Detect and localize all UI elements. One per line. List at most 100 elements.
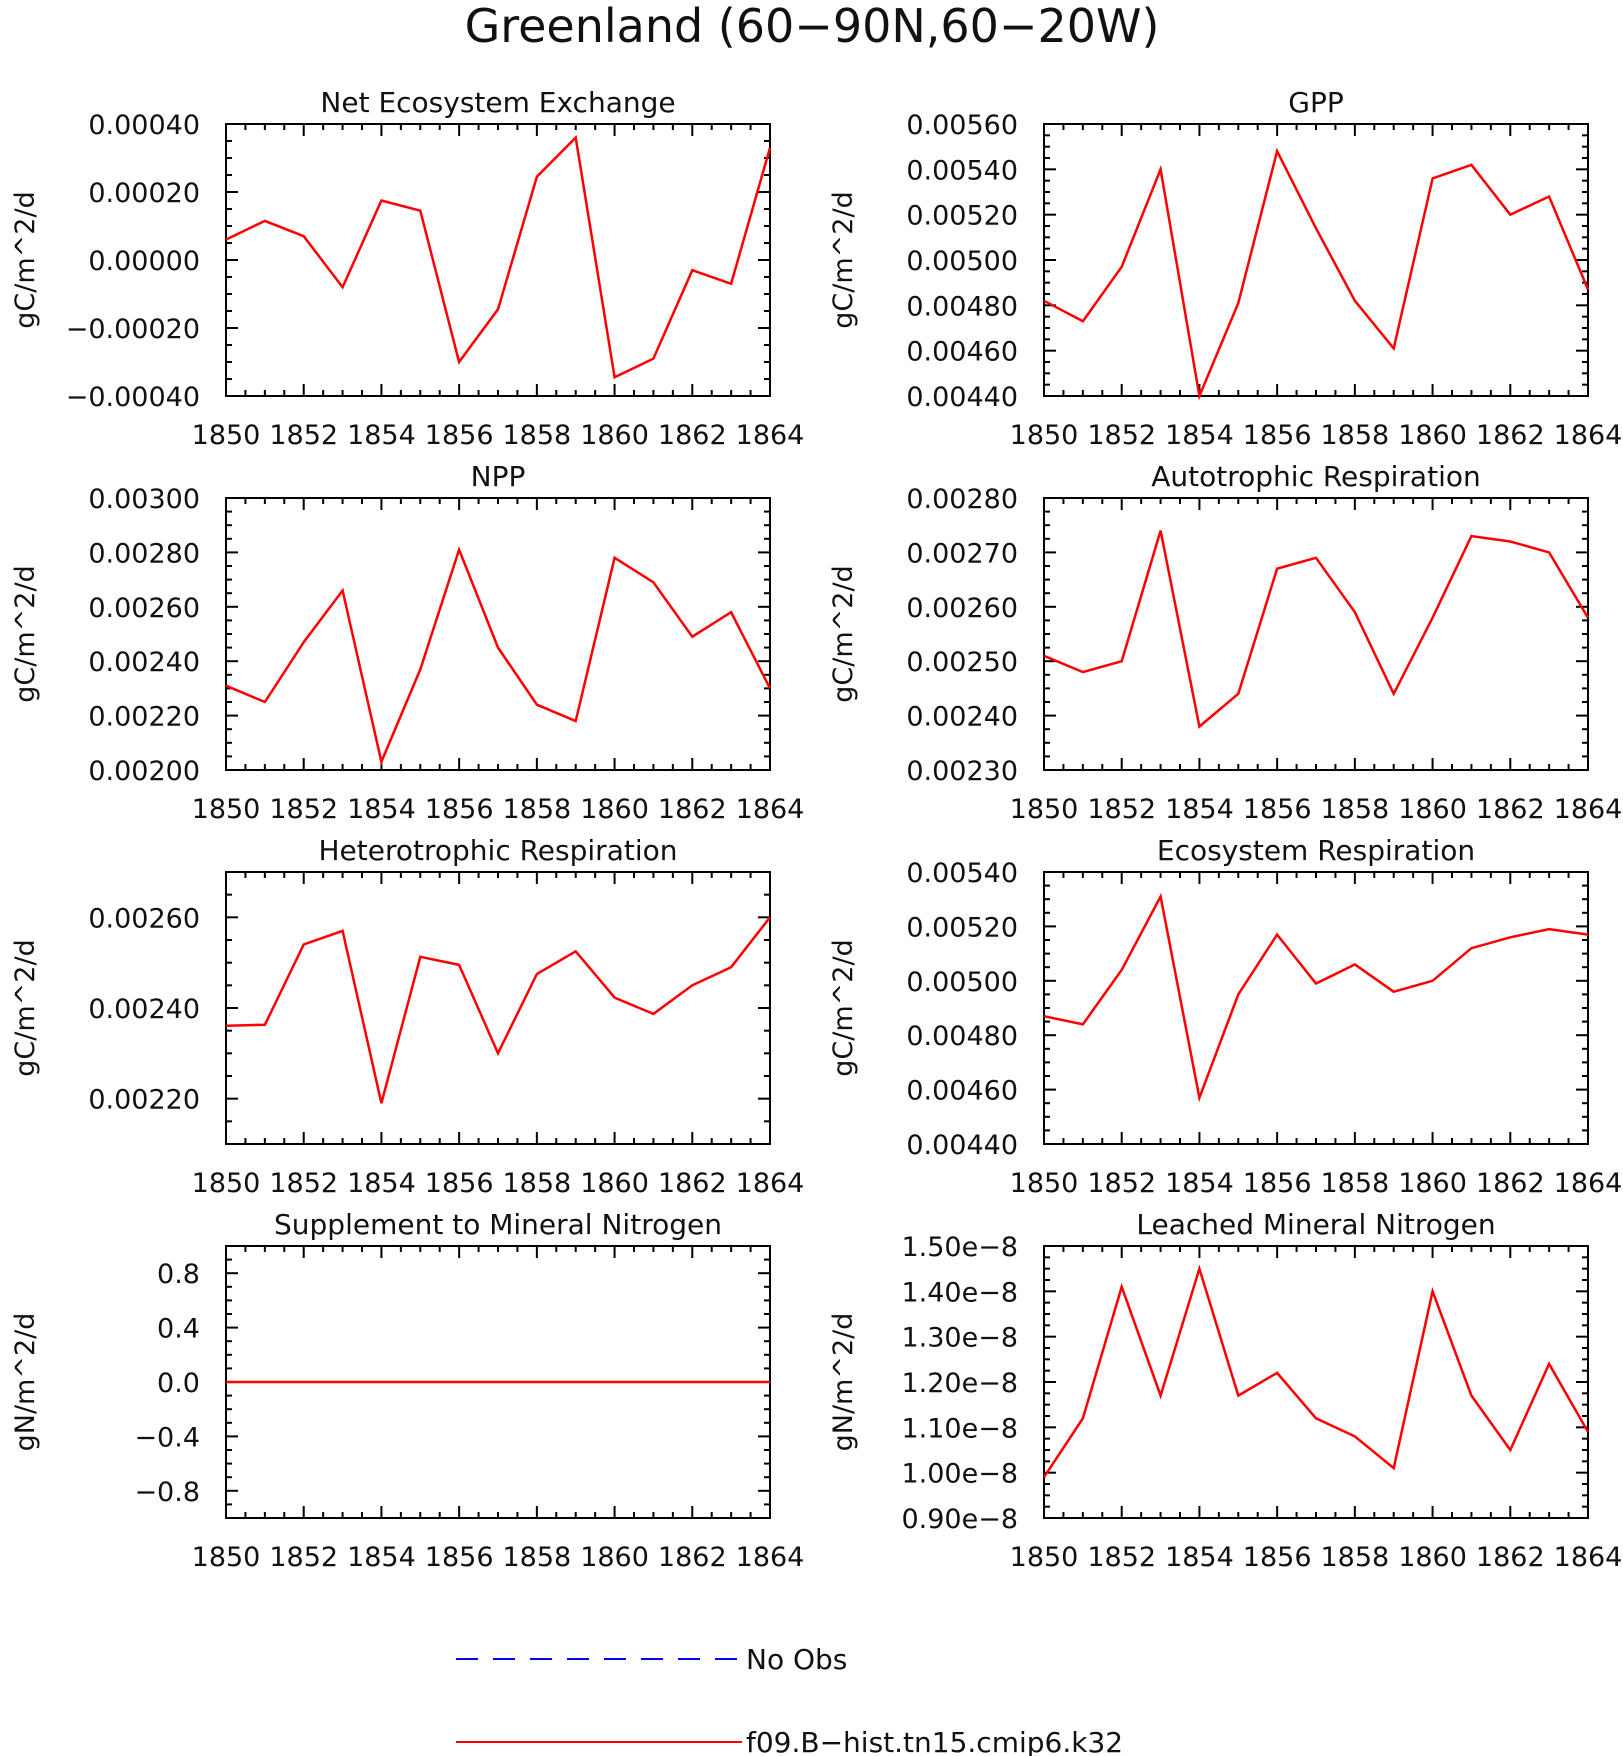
series-line	[1043, 892, 1589, 1103]
series-line	[225, 134, 772, 380]
x-tick-label: 1852	[269, 420, 338, 451]
x-tick-label: 1856	[1243, 1168, 1312, 1199]
y-tick-label: −0.8	[134, 1477, 200, 1508]
x-tick-label: 1862	[658, 420, 727, 451]
x-tick-label: 1864	[1554, 420, 1623, 451]
x-tick-label: 1860	[580, 1542, 649, 1573]
x-tick-label: 1850	[1010, 1168, 1079, 1199]
x-tick-label: 1854	[1165, 794, 1234, 825]
x-tick-label: 1862	[658, 1168, 727, 1199]
x-tick-label: 1852	[1087, 420, 1156, 451]
y-tick-label: 1.00e−8	[901, 1459, 1018, 1490]
y-tick-label: 0.00460	[906, 1076, 1018, 1107]
x-tick-label: 1850	[192, 420, 261, 451]
x-tick-label: 1858	[1320, 1542, 1389, 1573]
y-axis-label: gC/m^2/d	[828, 939, 859, 1076]
y-axis-label: gC/m^2/d	[10, 939, 41, 1076]
y-axis-label: gN/m^2/d	[10, 1313, 41, 1452]
y-tick-label: 0.00500	[906, 967, 1018, 998]
panel: Net Ecosystem Exchange 0.00040 0.00020 0.00…	[10, 86, 804, 451]
y-tick-label: 0.4	[157, 1314, 200, 1345]
x-tick-label: 1856	[425, 1168, 494, 1199]
x-tick-label: 1850	[1010, 420, 1079, 451]
plot-frame	[1043, 497, 1589, 771]
y-axis-label: gC/m^2/d	[828, 565, 859, 702]
x-tick-label: 1856	[1243, 794, 1312, 825]
panel: Heterotrophic Respiration 0.00260 0.00240 0…	[10, 834, 804, 1199]
y-tick-label: 0.00040	[88, 110, 200, 141]
y-tick-label: 0.00260	[88, 593, 200, 624]
y-tick-label: 1.20e−8	[901, 1368, 1018, 1399]
y-tick-label: 0.00280	[88, 538, 200, 569]
x-tick-label: 1862	[658, 1542, 727, 1573]
y-tick-label: 0.00520	[906, 201, 1018, 232]
y-tick-label: 0.00480	[906, 291, 1018, 322]
y-tick-label: 0.00300	[88, 484, 200, 515]
y-tick-label: −0.00040	[66, 382, 200, 413]
x-tick-label: 1864	[1554, 794, 1623, 825]
x-tick-label: 1856	[1243, 420, 1312, 451]
y-tick-label: 0.00230	[906, 756, 1018, 787]
y-tick-label: 0.00460	[906, 337, 1018, 368]
panel: Ecosystem Respiration 0.00540 0.00520 0.005…	[828, 834, 1622, 1199]
x-tick-label: 1860	[1398, 1542, 1467, 1573]
panel-title: GPP	[1288, 86, 1343, 119]
series-line	[225, 546, 772, 766]
y-tick-label: 1.50e−8	[901, 1232, 1018, 1263]
x-tick-label: 1854	[347, 1168, 416, 1199]
x-tick-label: 1860	[1398, 794, 1467, 825]
plot-frame	[1043, 1245, 1589, 1519]
x-tick-label: 1852	[269, 794, 338, 825]
panels: Net Ecosystem Exchange0.000400.000200.00…	[10, 86, 1622, 1573]
plot-frame	[1043, 871, 1589, 1145]
panel: NPP 0.00300 0.00280 0.00260 0.00240 0.00220 0.…	[10, 460, 804, 825]
x-tick-label: 1850	[192, 1168, 261, 1199]
y-tick-label: −0.4	[134, 1422, 200, 1453]
x-tick-label: 1862	[1476, 1168, 1545, 1199]
panel-title: Supplement to Mineral Nitrogen	[274, 1208, 722, 1241]
y-tick-label: 0.00000	[88, 246, 200, 277]
x-tick-label: 1862	[1476, 1542, 1545, 1573]
legend-label-model: f09.B−hist.tn15.cmip6.k32	[746, 1726, 1123, 1756]
panel-title: Net Ecosystem Exchange	[320, 86, 675, 119]
series-line	[1043, 147, 1590, 401]
y-tick-label: 0.00260	[88, 903, 200, 934]
x-tick-label: 1862	[1476, 420, 1545, 451]
y-tick-label: 0.00520	[906, 912, 1018, 943]
panel-title: Heterotrophic Respiration	[319, 834, 678, 867]
y-tick-label: 1.30e−8	[901, 1323, 1018, 1354]
x-tick-label: 1856	[1243, 1542, 1312, 1573]
panel: Supplement to Mineral Nitrogen 0.8 0.4 0.0 −…	[10, 1208, 804, 1573]
y-tick-label: 0.8	[157, 1259, 200, 1290]
y-tick-label: 0.00540	[906, 155, 1018, 186]
x-tick-label: 1858	[1320, 420, 1389, 451]
y-axis-label: gC/m^2/d	[10, 191, 41, 328]
plot-frame	[225, 497, 771, 771]
y-tick-label: 0.00220	[88, 1085, 200, 1116]
y-tick-label: 0.00280	[906, 484, 1018, 515]
series-line	[1042, 1264, 1590, 1478]
x-tick-label: 1852	[1087, 1168, 1156, 1199]
y-tick-label: 0.00440	[906, 1130, 1018, 1161]
x-tick-label: 1854	[1165, 1168, 1234, 1199]
y-tick-label: 0.00480	[906, 1021, 1018, 1052]
x-tick-label: 1858	[502, 1542, 571, 1573]
y-tick-label: 1.10e−8	[901, 1413, 1018, 1444]
series-line	[225, 916, 771, 1104]
y-tick-label: 0.00440	[906, 382, 1018, 413]
y-tick-label: 0.00200	[88, 756, 200, 787]
panel: GPP 0.00560 0.00540 0.00520 0.00500 0.00480 0.…	[828, 86, 1622, 451]
y-tick-label: 0.00260	[906, 593, 1018, 624]
x-tick-label: 1856	[425, 794, 494, 825]
y-axis-label: gC/m^2/d	[10, 565, 41, 702]
x-tick-label: 1850	[1010, 794, 1079, 825]
y-axis-label: gC/m^2/d	[828, 191, 859, 328]
plot-frame	[225, 871, 771, 1145]
x-tick-label: 1858	[502, 794, 571, 825]
x-tick-label: 1862	[1476, 794, 1545, 825]
x-tick-label: 1854	[347, 420, 416, 451]
legend-label-obs: No Obs	[746, 1643, 847, 1676]
x-tick-label: 1860	[1398, 420, 1467, 451]
series-line	[1043, 530, 1590, 729]
panel: Leached Mineral Nitrogen 1.50e−8 1.40e−8 1.…	[828, 1208, 1622, 1573]
